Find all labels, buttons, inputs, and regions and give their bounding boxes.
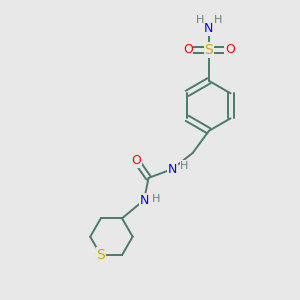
Text: H: H (214, 15, 222, 26)
Text: S: S (205, 43, 213, 57)
Text: O: O (225, 44, 235, 56)
Text: S: S (97, 248, 105, 262)
Text: N: N (167, 163, 177, 176)
Text: H: H (180, 160, 189, 171)
Text: N: N (140, 194, 149, 207)
Text: H: H (196, 15, 204, 26)
Text: O: O (131, 154, 141, 167)
Text: O: O (183, 44, 193, 56)
Text: H: H (152, 194, 161, 204)
Text: N: N (204, 22, 214, 35)
